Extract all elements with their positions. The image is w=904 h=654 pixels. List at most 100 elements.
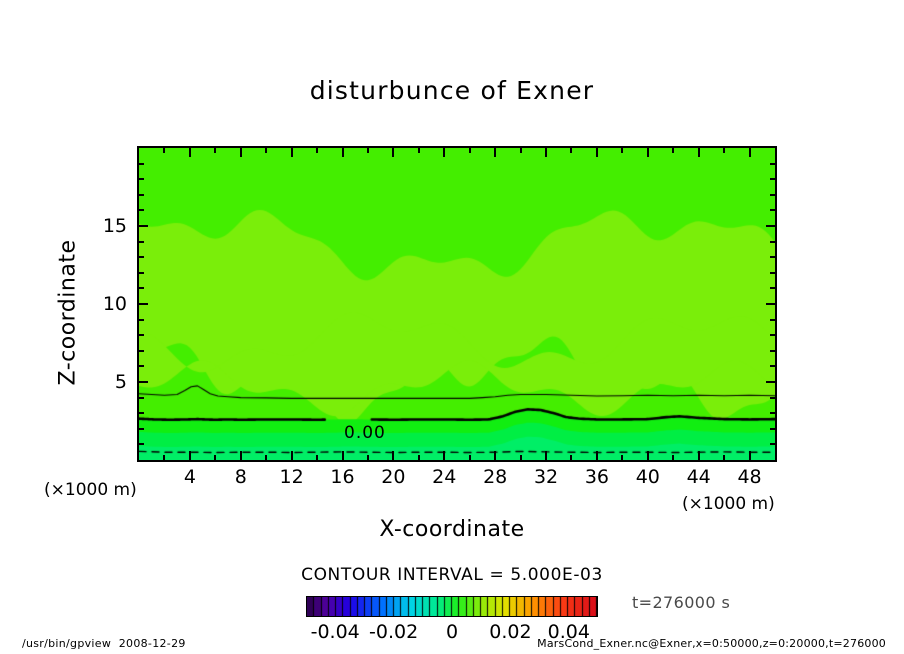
y-tick-minor-left <box>139 163 144 165</box>
x-tick-minor-bottom <box>469 455 471 460</box>
x-tick-minor-top <box>723 148 725 153</box>
x-tick-major-bottom <box>749 451 751 460</box>
x-tick-label: 32 <box>533 466 559 488</box>
y-tick-minor-right <box>770 428 775 430</box>
x-tick-major-top <box>647 148 649 157</box>
y-tick-minor-right <box>770 163 775 165</box>
y-tick-minor-left <box>139 194 144 196</box>
y-tick-minor-right <box>770 287 775 289</box>
y-tick-minor-left <box>139 365 144 367</box>
y-tick-minor-left <box>139 428 144 430</box>
x-tick-major-bottom <box>443 451 445 460</box>
y-tick-minor-left <box>139 287 144 289</box>
footer-command-info: /usr/bin/gpview 2008-12-29 <box>22 637 186 650</box>
x-tick-label: 8 <box>234 466 247 488</box>
y-tick-minor-right <box>770 209 775 211</box>
x-tick-major-top <box>392 148 394 157</box>
x-tick-major-top <box>189 148 191 157</box>
y-tick-minor-left <box>139 334 144 336</box>
x-tick-major-top <box>494 148 496 157</box>
y-tick-minor-right <box>770 256 775 258</box>
y-tick-label: 10 <box>102 293 127 315</box>
x-tick-minor-bottom <box>367 455 369 460</box>
y-tick-minor-right <box>770 241 775 243</box>
x-tick-major-top <box>443 148 445 157</box>
x-tick-label: 16 <box>330 466 355 488</box>
y-tick-minor-left <box>139 397 144 399</box>
footer-dataset-info: MarsCond_Exner.nc@Exner,x=0:50000,z=0:20… <box>537 637 886 650</box>
y-tick-minor-right <box>770 319 775 321</box>
y-tick-minor-right <box>770 443 775 445</box>
x-tick-minor-top <box>469 148 471 153</box>
y-tick-minor-left <box>139 241 144 243</box>
contour-label-zero: 0.00 <box>344 423 386 443</box>
x-tick-label: 28 <box>483 466 508 488</box>
x-tick-label: 40 <box>635 466 660 488</box>
x-tick-minor-bottom <box>316 455 318 460</box>
colorbar-tick-label: 0.04 <box>547 621 590 643</box>
y-tick-major-right <box>766 381 775 383</box>
y-tick-minor-right <box>770 365 775 367</box>
x-tick-major-top <box>545 148 547 157</box>
x-tick-major-bottom <box>596 451 598 460</box>
page-title: disturbunce of Exner <box>309 76 595 105</box>
y-tick-minor-right <box>770 412 775 414</box>
y-tick-minor-left <box>139 443 144 445</box>
y-tick-major-right <box>766 225 775 227</box>
x-tick-label: 4 <box>183 466 196 488</box>
x-tick-major-top <box>749 148 751 157</box>
colorbar-gradient <box>307 597 597 616</box>
x-tick-label: 20 <box>381 466 406 488</box>
x-tick-major-bottom <box>240 451 242 460</box>
x-tick-major-bottom <box>392 451 394 460</box>
x-tick-major-bottom <box>342 451 344 460</box>
x-axis-label: X-coordinate <box>379 517 525 542</box>
colorbar-tick-label: 0.02 <box>489 621 532 643</box>
x-tick-minor-top <box>621 148 623 153</box>
y-tick-major-left <box>139 381 148 383</box>
x-tick-minor-top <box>418 148 420 153</box>
y-tick-minor-left <box>139 256 144 258</box>
contour-field-canvas <box>139 148 775 460</box>
x-tick-minor-bottom <box>570 455 572 460</box>
y-tick-minor-left <box>139 178 144 180</box>
y-tick-major-left <box>139 225 148 227</box>
x-tick-label: 36 <box>584 466 609 488</box>
y-tick-major-right <box>766 303 775 305</box>
x-tick-major-bottom <box>494 451 496 460</box>
x-tick-minor-bottom <box>265 455 267 460</box>
x-tick-minor-top <box>163 148 165 153</box>
x-tick-label: 24 <box>432 466 457 488</box>
y-tick-minor-right <box>770 194 775 196</box>
x-tick-major-top <box>291 148 293 157</box>
y-tick-minor-left <box>139 412 144 414</box>
time-stamp-label: t=276000 s <box>632 593 731 612</box>
y-tick-minor-left <box>139 319 144 321</box>
x-tick-minor-top <box>520 148 522 153</box>
x-tick-label: 12 <box>279 466 304 488</box>
y-tick-minor-right <box>770 178 775 180</box>
colorbar <box>306 596 598 617</box>
y-tick-minor-left <box>139 209 144 211</box>
x-tick-minor-bottom <box>723 455 725 460</box>
x-tick-minor-bottom <box>672 455 674 460</box>
x-tick-major-top <box>342 148 344 157</box>
x-tick-major-top <box>698 148 700 157</box>
colorbar-tick-label: -0.02 <box>369 621 419 643</box>
y-tick-major-left <box>139 303 148 305</box>
x-tick-minor-top <box>672 148 674 153</box>
y-tick-minor-right <box>770 334 775 336</box>
x-tick-minor-bottom <box>520 455 522 460</box>
contour-plot-area: 0.00 <box>137 146 777 462</box>
x-tick-minor-bottom <box>621 455 623 460</box>
x-tick-major-bottom <box>189 451 191 460</box>
x-tick-minor-bottom <box>214 455 216 460</box>
x-tick-major-bottom <box>647 451 649 460</box>
y-tick-label: 15 <box>102 215 127 237</box>
colorbar-tick-label: -0.04 <box>310 621 360 643</box>
x-axis-unit-right: (×1000 m) <box>682 494 775 514</box>
y-tick-minor-right <box>770 350 775 352</box>
y-tick-minor-right <box>770 272 775 274</box>
x-tick-major-bottom <box>291 451 293 460</box>
x-tick-major-top <box>240 148 242 157</box>
